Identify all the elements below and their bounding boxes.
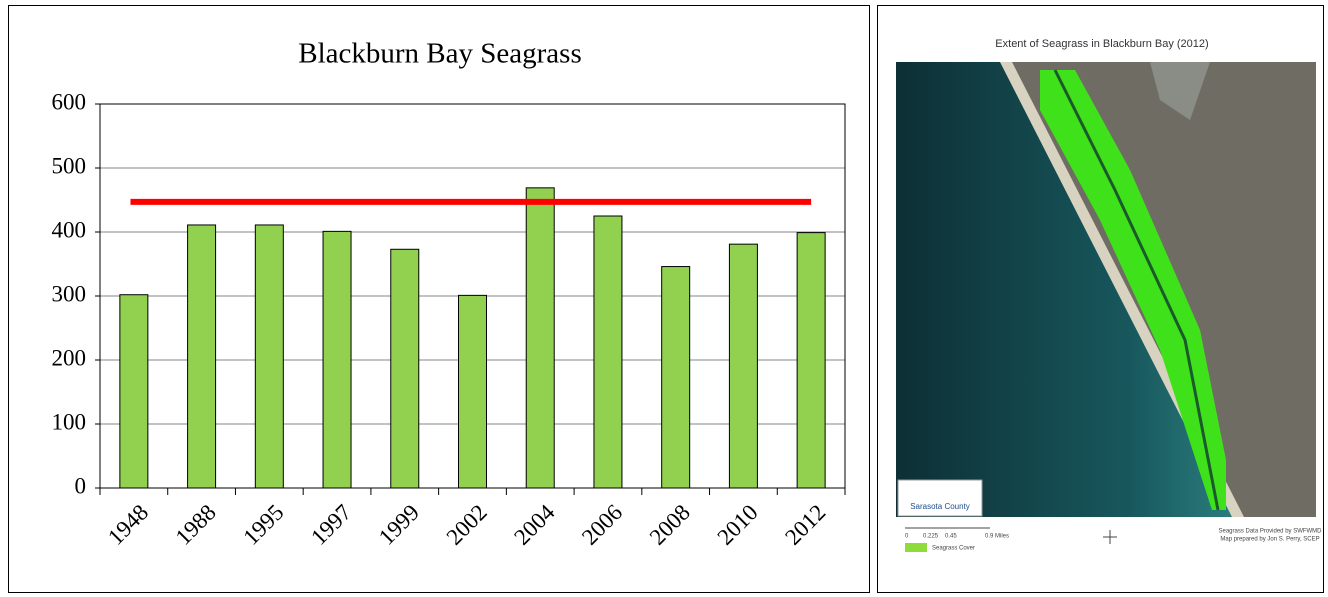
bar [459,295,487,488]
figure: Blackburn Bay Seagrass 0 100 200 300 400 500 6… [0,0,1328,597]
bar [797,233,825,488]
bar [729,244,757,488]
y-tick-label: 100 [52,409,87,434]
logo-text: Sarasota County [910,502,970,511]
map-image [896,62,1316,517]
credit: Seagrass Data Provided by SWFWMD [1218,529,1322,535]
y-tick-label: 400 [52,217,87,242]
page: Blackburn Bay Seagrass 0 100 200 300 400 500 6… [0,0,1328,597]
bar [323,231,351,488]
bar [594,216,622,488]
scale-label: 0.225 [923,534,939,540]
bar [188,225,216,488]
scale-label: 0.45 [945,534,957,540]
credit: Map prepared by Jon S. Perry, SCEP [1220,537,1319,543]
bar [662,267,690,488]
bar [391,249,419,488]
y-tick-label: 600 [52,89,87,114]
y-tick-label: 300 [52,281,87,306]
legend-swatch [905,543,927,552]
y-tick-label: 500 [52,153,87,178]
map-title: Extent of Seagrass in Blackburn Bay (201… [995,38,1208,50]
bar [120,295,148,488]
bar [255,225,283,488]
scale-label: 0.9 Miles [985,534,1009,540]
legend-label: Seagrass Cover [932,546,975,552]
chart-title: Blackburn Bay Seagrass [298,38,582,70]
y-tick-label: 200 [52,345,87,370]
bar [526,188,554,488]
y-tick-label: 0 [75,473,87,498]
